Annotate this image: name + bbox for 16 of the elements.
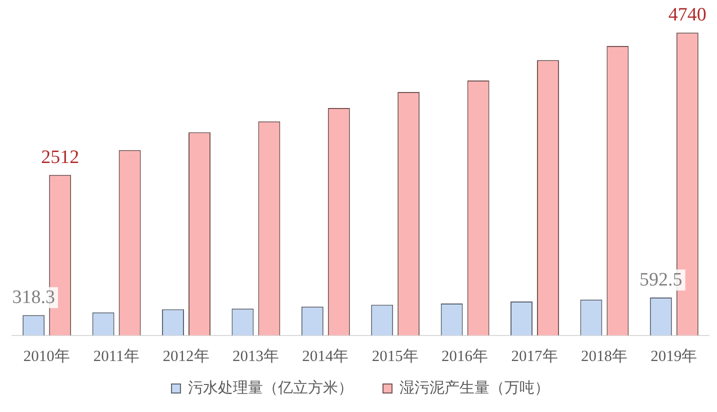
x-tick-label: 2018年 (580, 348, 628, 365)
x-tick-label: 2010年 (23, 348, 70, 365)
x-tick-label: 2014年 (302, 348, 350, 365)
data-label: 318.3 (12, 287, 55, 308)
data-label: 2512 (41, 146, 80, 168)
data-label: 4740 (668, 4, 706, 26)
x-tick-label: 2015年 (372, 348, 419, 365)
data-label: 592.5 (640, 270, 682, 291)
x-tick-label: 2013年 (232, 348, 280, 365)
x-tick-label: 2016年 (442, 348, 489, 365)
x-tick-label: 2019年 (650, 348, 698, 365)
legend-label: 湿污泥产生量（万吨） (400, 378, 550, 396)
legend-label: 污水处理量（亿立方米） (188, 378, 353, 396)
x-tick-label: 2012年 (162, 348, 210, 365)
x-tick-label: 2017年 (511, 348, 558, 365)
x-tick-label: 2011年 (93, 348, 140, 365)
